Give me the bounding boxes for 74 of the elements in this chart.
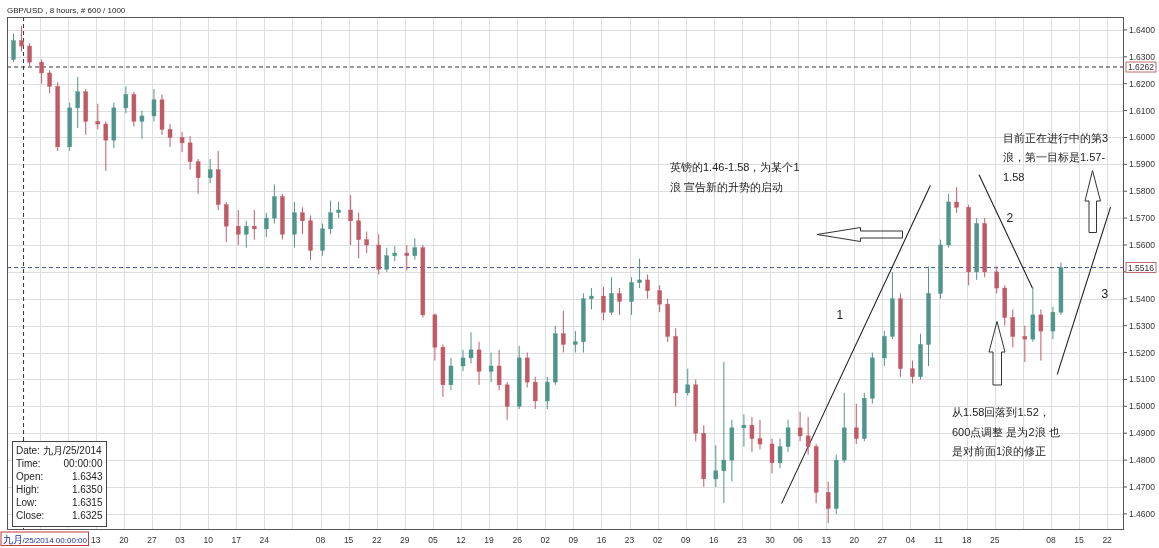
y-tick-label: 1.5300	[1129, 320, 1156, 331]
x-tick-label: 25	[990, 535, 1000, 545]
y-tick-label: 1.4900	[1129, 428, 1156, 439]
annotation: High:	[16, 484, 40, 495]
x-tick-label: 08	[315, 535, 326, 545]
x-tick-label: 03	[175, 535, 186, 545]
x-tick-label: 09	[680, 535, 691, 545]
annotation: Close:	[16, 510, 45, 521]
x-tick-label: 09	[568, 535, 579, 545]
x-tick-label: 23	[737, 535, 747, 545]
chart-title: GBP/USD , 8 hours, # 600 / 1000	[7, 5, 126, 15]
ref-label: 1.5516	[1125, 262, 1157, 273]
x-tick-label: 15	[343, 535, 354, 545]
x-tick-label: 22	[1102, 535, 1113, 545]
x-tick-label: 30	[765, 535, 775, 545]
annotation: 1.6315	[71, 497, 103, 508]
annotation: 00:00:00	[63, 458, 103, 469]
x-tick-label: 08	[1046, 535, 1056, 545]
x-tick-label: 12	[456, 535, 466, 545]
x-tick-label: 22	[371, 535, 382, 545]
x-tick-label: 05	[428, 535, 438, 545]
y-tick-label: 1.5000	[1129, 401, 1156, 412]
annotation: Low:	[16, 497, 38, 508]
annotation: Date: 九月/25/2014	[16, 445, 103, 456]
x-tick-label: 18	[961, 535, 972, 545]
x-tick-label: 19	[484, 535, 495, 545]
x-tick-label: 04	[905, 535, 916, 545]
x-tick-label: 10	[203, 535, 214, 545]
y-tick-label: 1.5800	[1129, 186, 1156, 197]
annotation: 1.6343	[71, 471, 103, 482]
x-tick-label: 27	[877, 535, 888, 545]
y-tick-label: 1.5600	[1129, 239, 1156, 250]
y-tick-label: 1.4600	[1129, 508, 1156, 519]
x-tick-label: 11	[934, 535, 944, 545]
y-tick-label: 1.6400	[1129, 24, 1156, 35]
ref-label: 九月/25/2014 00:00:00	[0, 531, 89, 546]
x-tick-label: 24	[259, 535, 270, 545]
x-tick-label: 20	[119, 535, 129, 545]
x-tick-label: 16	[596, 535, 607, 545]
y-tick-label: 1.4800	[1129, 455, 1156, 466]
series-label: 3	[1101, 286, 1109, 301]
x-tick-label: 13	[91, 535, 101, 545]
x-tick-label: 23	[624, 535, 635, 545]
x-tick-label: 17	[231, 535, 242, 545]
y-tick-label: 1.5100	[1129, 374, 1156, 385]
x-tick-label: 20	[849, 535, 860, 545]
y-tick-label: 1.6300	[1129, 51, 1156, 62]
y-tick-label: 1.5400	[1129, 293, 1156, 304]
annotation: 目前正在进行中的第3浪，第一目标是1.57-1.58	[1003, 131, 1109, 183]
annotation: Open:	[16, 471, 44, 482]
y-tick-label: 1.5200	[1129, 347, 1156, 358]
annotation: Time:	[16, 458, 41, 469]
x-tick-label: 02	[652, 535, 663, 545]
y-tick-label: 1.5900	[1129, 159, 1156, 170]
series-label: 2	[1006, 210, 1014, 225]
series-label: 1	[836, 307, 844, 322]
y-tick-label: 1.5700	[1129, 213, 1156, 224]
annotation: 1.6350	[71, 484, 103, 495]
x-tick-label: 16	[709, 535, 719, 545]
x-tick-label: 29	[400, 535, 410, 545]
annotation: 1.6325	[71, 510, 103, 521]
y-tick-label: 1.6100	[1129, 105, 1156, 116]
annotation: 从1.58回落到1.52，600点调整 是为2浪 也是对前面1浪的修正	[952, 406, 1060, 457]
annotation: 英镑的1.46-1.58，为某个1浪 宣告新的升势的启动	[670, 161, 800, 193]
x-tick-label: 15	[1074, 535, 1085, 545]
x-tick-label: 13	[821, 535, 832, 545]
x-tick-label: 06	[793, 535, 804, 545]
x-tick-label: 26	[512, 535, 523, 545]
y-tick-label: 1.6000	[1129, 132, 1156, 143]
y-tick-label: 1.6200	[1129, 78, 1156, 89]
x-tick-label: 27	[147, 535, 157, 545]
ref-label: 1.6262	[1125, 61, 1157, 73]
x-tick-label: 02	[540, 535, 551, 545]
y-tick-label: 1.4700	[1129, 481, 1156, 492]
